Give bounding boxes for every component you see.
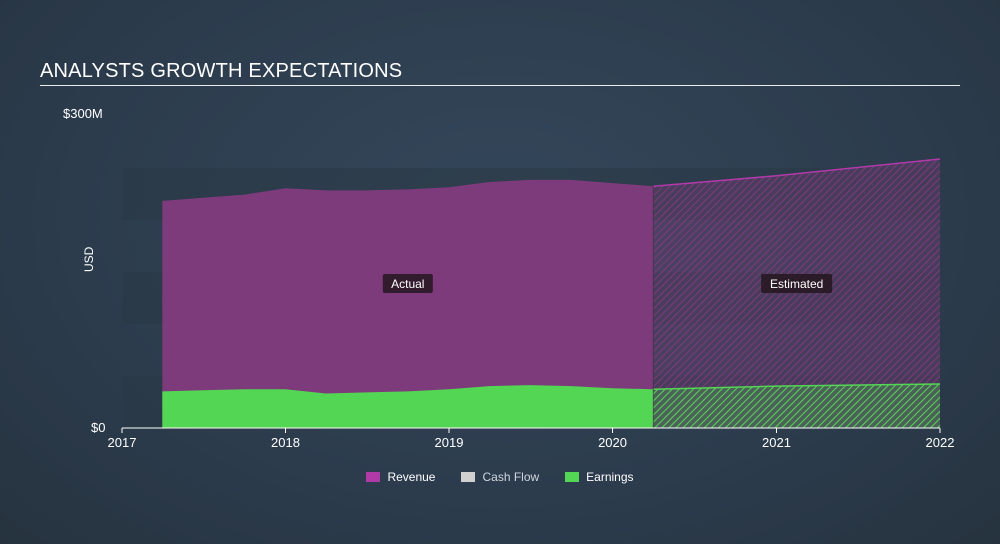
earnings-area-actual <box>162 385 654 428</box>
x-tick-label-2019: 2019 <box>435 435 464 450</box>
legend-swatch-cash-flow <box>461 472 476 482</box>
legend-item-revenue[interactable]: Revenue <box>366 470 435 484</box>
x-tick-label-2021: 2021 <box>762 435 791 450</box>
title-underline <box>40 85 960 86</box>
y-tick-max: $300M <box>63 106 103 121</box>
legend-item-cash-flow[interactable]: Cash Flow <box>461 470 539 484</box>
earnings-line-estimated <box>653 383 941 391</box>
revenue-area-actual <box>162 179 654 428</box>
x-tick-label-2017: 2017 <box>108 435 137 450</box>
region-label-actual: Actual <box>382 274 433 293</box>
x-tick-label-2022: 2022 <box>926 435 955 450</box>
legend-label-cash-flow: Cash Flow <box>482 470 540 484</box>
y-tick-min: $0 <box>91 420 106 435</box>
chart-title: ANALYSTS GROWTH EXPECTATIONS <box>40 60 403 82</box>
revenue-area-estimated <box>653 159 940 428</box>
region-label-estimated: Estimated <box>761 274 833 293</box>
revenue-line-estimated <box>653 158 941 187</box>
svg-text:Estimated: Estimated <box>770 277 823 291</box>
legend-label-revenue: Revenue <box>387 470 436 484</box>
x-tick-label-2020: 2020 <box>598 435 627 450</box>
legend-item-earnings[interactable]: Earnings <box>565 470 634 484</box>
svg-text:Actual: Actual <box>391 277 424 291</box>
x-tick-label-2018: 2018 <box>271 435 300 450</box>
legend-label-earnings: Earnings <box>586 470 634 484</box>
legend: Revenue Cash Flow Earnings <box>0 470 1000 484</box>
legend-swatch-revenue <box>366 472 381 482</box>
earnings-area-estimated <box>653 384 940 428</box>
legend-swatch-earnings <box>565 472 580 482</box>
